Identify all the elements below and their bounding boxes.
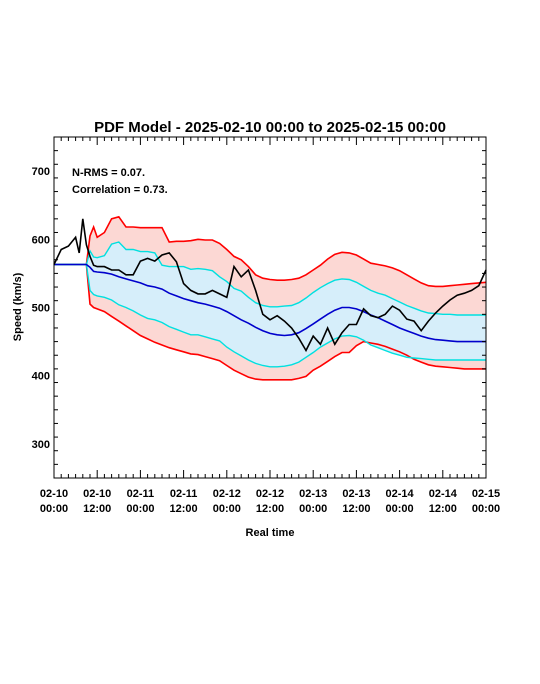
x-tick-label: 02-10 (83, 488, 111, 500)
correlation-annotation: Correlation = 0.73. (72, 184, 168, 196)
y-tick-label: 700 (32, 166, 50, 178)
x-axis: 02-10 00:00 02-10 12:00 02-11 00:00 02-11 12:00… (40, 137, 500, 515)
series-lines (53, 215, 487, 381)
x-tick-label: 12:00 (342, 503, 370, 515)
x-tick-label: 12:00 (429, 503, 457, 515)
nrms-annotation: N-RMS = 0.07. (72, 167, 145, 179)
observed-line (53, 218, 487, 353)
x-tick-label: 00:00 (126, 503, 154, 515)
y-axis-label: Speed (km/s) (12, 272, 24, 341)
x-tick-label: 02-13 (299, 488, 327, 500)
x-tick-label: 12:00 (83, 503, 111, 515)
outer-upper-line (54, 215, 487, 288)
x-axis-label: Real time (246, 527, 295, 539)
y-axis: 300 400 500 600 700 (32, 136, 486, 479)
median-line (54, 263, 486, 343)
y-tick-label: 400 (32, 371, 50, 383)
x-tick-label: 00:00 (386, 503, 414, 515)
x-tick-label: 02-12 (256, 488, 284, 500)
inner-band-fill (54, 242, 486, 367)
x-tick-label: 02-14 (429, 488, 458, 500)
x-tick-label: 00:00 (472, 503, 500, 515)
x-tick-label: 02-13 (342, 488, 370, 500)
y-tick-label: 300 (32, 439, 50, 451)
x-tick-label: 12:00 (256, 503, 284, 515)
x-tick-label: 12:00 (170, 503, 198, 515)
x-tick-label: 02-14 (386, 488, 415, 500)
x-tick-label: 02-10 (40, 488, 68, 500)
chart-title: PDF Model - 2025-02-10 00:00 to 2025-02-… (94, 119, 446, 136)
x-tick-label: 02-15 (472, 488, 500, 500)
x-tick-label: 00:00 (40, 503, 68, 515)
inner-lower-line (54, 263, 486, 368)
prediction-bands (54, 216, 486, 380)
x-tick-label: 00:00 (213, 503, 241, 515)
y-tick-label: 500 (32, 303, 50, 315)
x-tick-label: 02-12 (213, 488, 241, 500)
y-tick-label: 600 (32, 234, 50, 246)
x-tick-label: 02-11 (170, 488, 198, 500)
x-tick-label: 02-11 (127, 488, 155, 500)
x-tick-label: 00:00 (299, 503, 327, 515)
